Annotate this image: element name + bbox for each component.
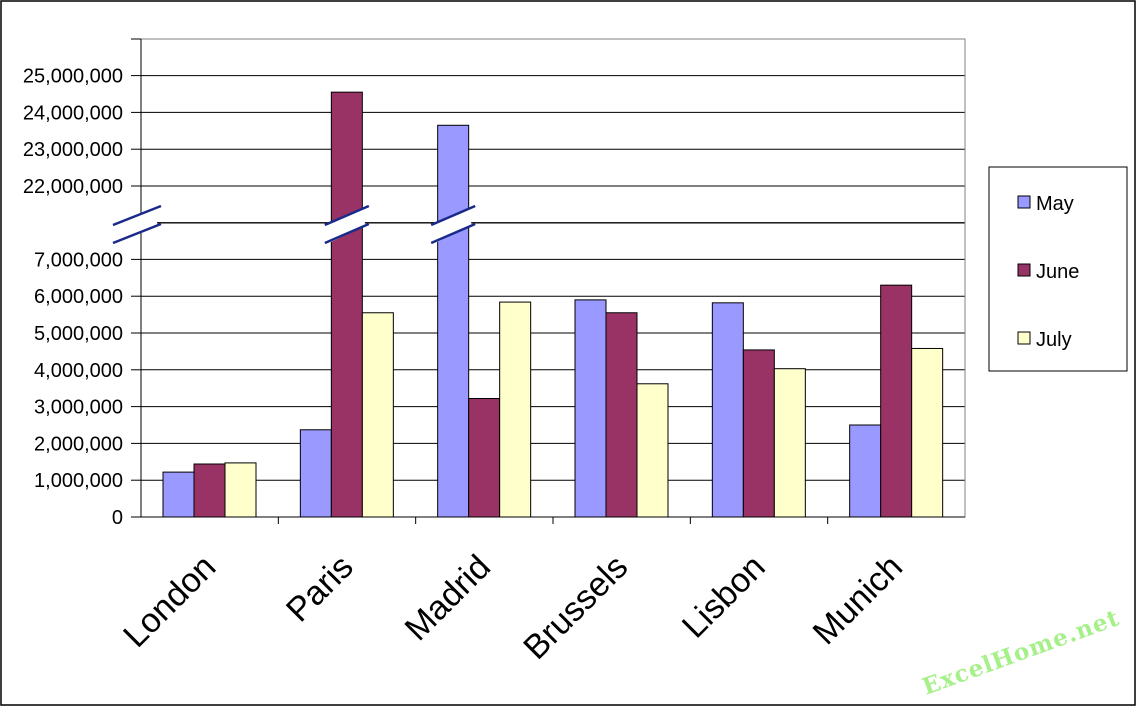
- y-tick-label: 22,000,000: [23, 176, 123, 198]
- legend-label-june: June: [1036, 261, 1079, 283]
- bar-july-lisbon: [773, 368, 806, 518]
- legend: May June July: [988, 166, 1128, 372]
- bar-break-mark: [324, 204, 370, 245]
- bar-june-brussels: [605, 312, 638, 518]
- bar-june-london: [193, 463, 226, 518]
- y-tick-label: 0: [112, 507, 123, 529]
- bar-june-lisbon: [742, 349, 775, 518]
- y-tick-label: 7,000,000: [34, 249, 123, 271]
- y-axis: 0 1,000,000 2,000,000 3,000,000 4,000,000 5,0…: [23, 38, 965, 529]
- y-axis-break-mark: [112, 204, 162, 245]
- y-tick-label: 1,000,000: [34, 470, 123, 492]
- y-tick-label: 4,000,000: [34, 360, 123, 382]
- bar-june-madrid: [468, 398, 501, 518]
- bar-may-brussels: [574, 299, 607, 518]
- bar-may-london: [162, 471, 195, 518]
- legend-swatch-june: [1017, 263, 1031, 277]
- bar-july-paris: [361, 312, 394, 518]
- bar-june-paris: [330, 91, 363, 518]
- bar-july-london: [224, 462, 257, 518]
- y-tick-label: 25,000,000: [23, 66, 123, 88]
- bar-july-munich: [911, 347, 944, 518]
- y-tick-label: 6,000,000: [34, 286, 123, 308]
- bar-june-munich: [880, 284, 913, 518]
- axis-break-marks: [112, 204, 476, 245]
- y-tick-label: 5,000,000: [34, 323, 123, 345]
- bar-break-mark: [430, 204, 476, 245]
- bar-may-lisbon: [711, 302, 744, 518]
- bar-july-brussels: [636, 383, 669, 518]
- y-tick-label: 24,000,000: [23, 102, 123, 124]
- legend-label-may: May: [1036, 193, 1074, 215]
- y-tick-label: 23,000,000: [23, 139, 123, 161]
- legend-box: [988, 166, 1128, 372]
- legend-swatch-may: [1017, 195, 1031, 209]
- bar-may-madrid: [437, 124, 470, 518]
- y-tick-label: 2,000,000: [34, 433, 123, 455]
- gridlines: [141, 75, 965, 481]
- bar-july-madrid: [499, 301, 532, 518]
- bar-may-paris: [299, 429, 332, 518]
- bar-may-munich: [849, 424, 882, 518]
- y-tick-label: 3,000,000: [34, 397, 123, 419]
- bars: [162, 91, 944, 518]
- legend-swatch-july: [1017, 331, 1031, 345]
- legend-label-july: July: [1036, 329, 1072, 351]
